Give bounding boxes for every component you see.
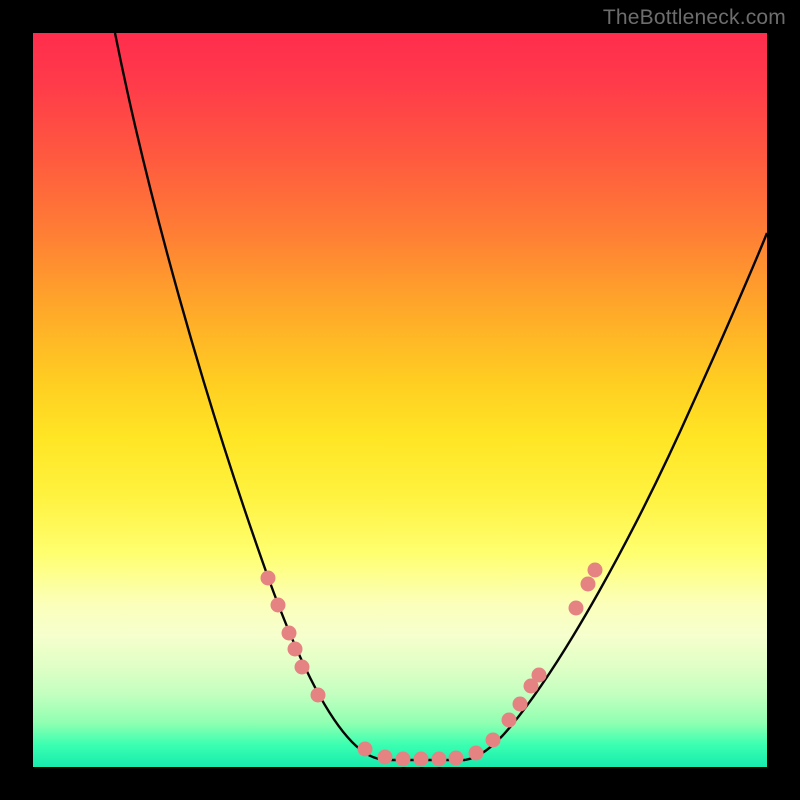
data-marker: [588, 563, 603, 578]
data-marker: [271, 598, 286, 613]
data-marker: [396, 752, 411, 767]
watermark-text: TheBottleneck.com: [603, 6, 786, 30]
data-marker: [414, 752, 429, 767]
data-marker: [449, 751, 464, 766]
data-marker: [513, 697, 528, 712]
gradient-plot-area: [33, 33, 767, 767]
data-marker: [532, 668, 547, 683]
data-marker: [486, 733, 501, 748]
data-marker: [358, 742, 373, 757]
data-marker: [502, 713, 517, 728]
data-marker: [469, 746, 484, 761]
data-marker: [261, 571, 276, 586]
data-marker: [311, 688, 326, 703]
data-marker: [432, 752, 447, 767]
data-marker: [282, 626, 297, 641]
data-marker: [288, 642, 303, 657]
data-marker: [295, 660, 310, 675]
data-marker: [569, 601, 584, 616]
data-marker: [378, 750, 393, 765]
data-marker: [581, 577, 596, 592]
